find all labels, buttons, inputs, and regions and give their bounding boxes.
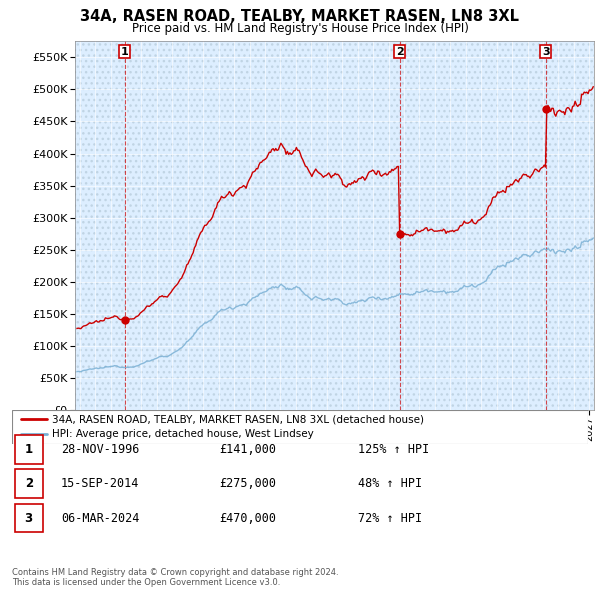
Text: 2: 2 xyxy=(395,47,403,57)
Text: 06-MAR-2024: 06-MAR-2024 xyxy=(61,512,139,525)
Text: HPI: Average price, detached house, West Lindsey: HPI: Average price, detached house, West… xyxy=(52,430,314,440)
Text: 125% ↑ HPI: 125% ↑ HPI xyxy=(358,443,429,456)
Text: 1: 1 xyxy=(121,47,128,57)
Text: £275,000: £275,000 xyxy=(220,477,277,490)
Text: 48% ↑ HPI: 48% ↑ HPI xyxy=(358,477,422,490)
Text: 34A, RASEN ROAD, TEALBY, MARKET RASEN, LN8 3XL: 34A, RASEN ROAD, TEALBY, MARKET RASEN, L… xyxy=(80,9,520,24)
Bar xyxy=(15,470,43,498)
Text: Contains HM Land Registry data © Crown copyright and database right 2024.
This d: Contains HM Land Registry data © Crown c… xyxy=(12,568,338,587)
Text: 3: 3 xyxy=(25,512,33,525)
Text: 72% ↑ HPI: 72% ↑ HPI xyxy=(358,512,422,525)
Text: £141,000: £141,000 xyxy=(220,443,277,456)
Bar xyxy=(15,435,43,464)
Text: 15-SEP-2014: 15-SEP-2014 xyxy=(61,477,139,490)
Text: 3: 3 xyxy=(542,47,550,57)
Text: Price paid vs. HM Land Registry's House Price Index (HPI): Price paid vs. HM Land Registry's House … xyxy=(131,22,469,35)
Bar xyxy=(15,504,43,532)
Text: 28-NOV-1996: 28-NOV-1996 xyxy=(61,443,139,456)
Text: 34A, RASEN ROAD, TEALBY, MARKET RASEN, LN8 3XL (detached house): 34A, RASEN ROAD, TEALBY, MARKET RASEN, L… xyxy=(52,414,424,424)
Text: £470,000: £470,000 xyxy=(220,512,277,525)
Text: 1: 1 xyxy=(25,443,33,456)
Text: 2: 2 xyxy=(25,477,33,490)
Bar xyxy=(75,41,594,410)
